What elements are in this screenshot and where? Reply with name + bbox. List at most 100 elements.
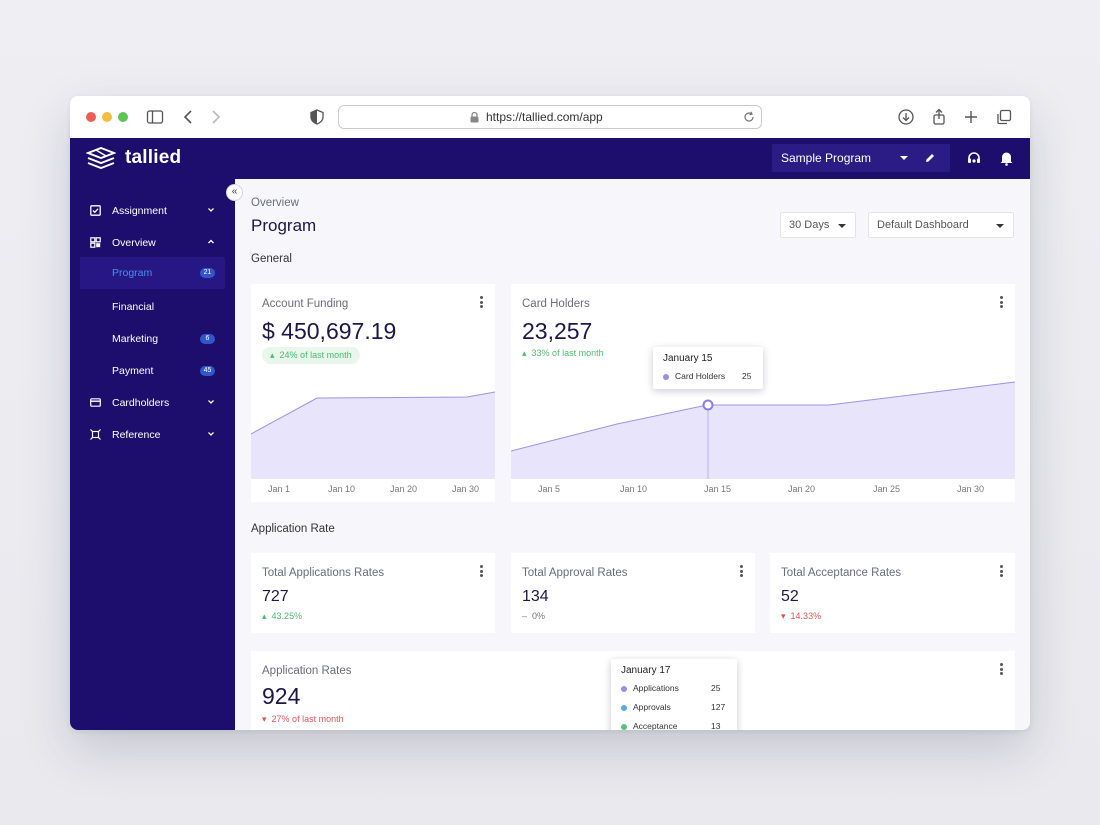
- card-value: 52: [781, 588, 799, 605]
- tallied-logo[interactable]: tallied: [86, 147, 181, 169]
- reload-icon[interactable]: [743, 111, 755, 123]
- caret-down-icon: [838, 224, 846, 228]
- sidebar-toggle-icon[interactable]: [146, 108, 164, 126]
- url-text: https://tallied.com/app: [486, 110, 603, 124]
- tooltip-row: Approvals 127: [621, 702, 747, 712]
- more-options-icon[interactable]: [1000, 663, 1004, 675]
- tooltip-row: Acceptance 13: [621, 721, 747, 730]
- card-value: 924: [262, 683, 301, 709]
- sidebar-item-program[interactable]: Program 21: [80, 257, 225, 289]
- dash-icon: –: [522, 611, 528, 621]
- double-chevron-left-icon: «: [231, 186, 238, 197]
- more-options-icon[interactable]: [480, 565, 484, 577]
- date-range-label: 30 Days: [789, 219, 830, 231]
- support-headset-icon[interactable]: [966, 150, 982, 166]
- tooltip-label: Card Holders: [675, 371, 726, 381]
- more-options-icon[interactable]: [1000, 296, 1004, 308]
- card-title: Account Funding: [262, 298, 349, 310]
- main-content: Overview Program 30 Days Default Dashboa…: [235, 179, 1030, 730]
- maximize-window-button[interactable]: [118, 112, 128, 122]
- forward-icon[interactable]: [206, 108, 224, 126]
- sidebar-item-overview[interactable]: Overview: [80, 229, 225, 257]
- card-value: 727: [262, 588, 289, 605]
- delta-text: 27% of last month: [271, 714, 344, 724]
- more-options-icon[interactable]: [740, 565, 744, 577]
- card-title: Total Applications Rates: [262, 567, 385, 579]
- edit-pencil-icon[interactable]: [924, 152, 936, 164]
- delta-badge: – 0%: [522, 611, 545, 621]
- address-bar[interactable]: https://tallied.com/app: [338, 105, 762, 129]
- tooltip-title: January 17: [621, 665, 671, 676]
- arrow-up-icon: ▴: [270, 350, 275, 360]
- grid-icon: [90, 237, 101, 248]
- share-icon[interactable]: [930, 108, 948, 126]
- count-badge: 6: [200, 334, 215, 344]
- sidebar-item-marketing[interactable]: Marketing 6: [80, 325, 225, 353]
- app-header: tallied Sample Program: [70, 138, 1030, 179]
- x-axis-tick: Jan 30: [957, 484, 985, 494]
- account-funding-card: Account Funding $ 450,697.19 ▴ 24% of la…: [251, 284, 495, 502]
- back-icon[interactable]: [180, 108, 198, 126]
- tooltip-label: Approvals: [633, 702, 671, 712]
- sidebar-item-label: Financial: [112, 301, 155, 313]
- sidebar-item-assignment[interactable]: Assignment: [80, 197, 225, 225]
- sidebar: Assignment Overview Program 21 Financial…: [70, 179, 235, 730]
- chart-tooltip: January 17 Applications 25 Approvals 127…: [611, 659, 737, 730]
- delta-badge: ▴ 43.25%: [262, 611, 302, 622]
- delta-text: 0%: [532, 611, 546, 621]
- sidebar-item-label: Payment: [112, 365, 154, 377]
- arrow-up-icon: ▴: [522, 348, 527, 358]
- reference-icon: [90, 429, 101, 440]
- x-axis-tick: Jan 10: [620, 484, 648, 494]
- x-axis-tick: Jan 25: [873, 484, 901, 494]
- date-range-select[interactable]: 30 Days: [780, 212, 856, 238]
- dashboard-select-label: Default Dashboard: [877, 219, 969, 231]
- total-applications-card: Total Applications Rates 727 ▴ 43.25%: [251, 553, 495, 633]
- total-approval-card: Total Approval Rates 134 – 0%: [511, 553, 755, 633]
- card-icon: [90, 398, 101, 407]
- card-value: 134: [522, 588, 549, 605]
- browser-toolbar: https://tallied.com/app: [70, 96, 1030, 138]
- close-window-button[interactable]: [86, 112, 96, 122]
- delta-badge: ▴ 24% of last month: [262, 347, 360, 364]
- sidebar-item-cardholders[interactable]: Cardholders: [80, 389, 225, 417]
- dashboard-select[interactable]: Default Dashboard: [868, 212, 1014, 238]
- sidebar-item-reference[interactable]: Reference: [80, 421, 225, 449]
- tooltip-row: Card Holders 25: [663, 371, 773, 381]
- caret-down-icon: [996, 224, 1004, 228]
- tooltip-label: Acceptance: [633, 721, 678, 730]
- chevron-down-icon: [208, 432, 214, 436]
- download-icon[interactable]: [897, 108, 915, 126]
- new-tab-icon[interactable]: [962, 108, 980, 126]
- chart-hover-point[interactable]: [702, 399, 714, 411]
- card-value: $ 450,697.19: [262, 318, 397, 344]
- sidebar-item-financial[interactable]: Financial: [80, 293, 225, 321]
- arrow-down-icon: ▾: [262, 714, 267, 724]
- application-rates-card: Application Rates 924 ▾ 27% of last mont…: [251, 651, 1015, 730]
- card-holders-card: Card Holders 23,257 ▴ 33% of last month …: [511, 284, 1015, 502]
- page-title: Program: [251, 216, 317, 235]
- delta-text: 33% of last month: [531, 348, 604, 358]
- card-title: Card Holders: [522, 298, 590, 310]
- card-title: Total Approval Rates: [522, 567, 628, 579]
- more-options-icon[interactable]: [480, 296, 484, 308]
- delta-text: 43.25%: [271, 611, 303, 621]
- sidebar-item-payment[interactable]: Payment 45: [80, 357, 225, 385]
- breadcrumb[interactable]: Overview: [251, 197, 299, 209]
- browser-window: https://tallied.com/app: [70, 96, 1030, 730]
- minimize-window-button[interactable]: [102, 112, 112, 122]
- lock-icon: [470, 112, 479, 123]
- tooltip-row: Applications 25: [621, 683, 747, 693]
- count-badge: 45: [200, 366, 215, 376]
- x-axis-tick: Jan 5: [538, 484, 561, 494]
- notification-bell-icon[interactable]: [999, 150, 1014, 166]
- shield-icon[interactable]: [308, 108, 326, 126]
- more-options-icon[interactable]: [1000, 565, 1004, 577]
- sidebar-item-label: Reference: [112, 429, 161, 441]
- tabs-overview-icon[interactable]: [995, 108, 1013, 126]
- arrow-down-icon: ▾: [781, 611, 786, 621]
- sidebar-item-label: Overview: [112, 237, 156, 249]
- collapse-sidebar-button[interactable]: «: [226, 184, 243, 201]
- program-select[interactable]: Sample Program: [772, 144, 950, 172]
- arrow-up-icon: ▴: [262, 611, 267, 621]
